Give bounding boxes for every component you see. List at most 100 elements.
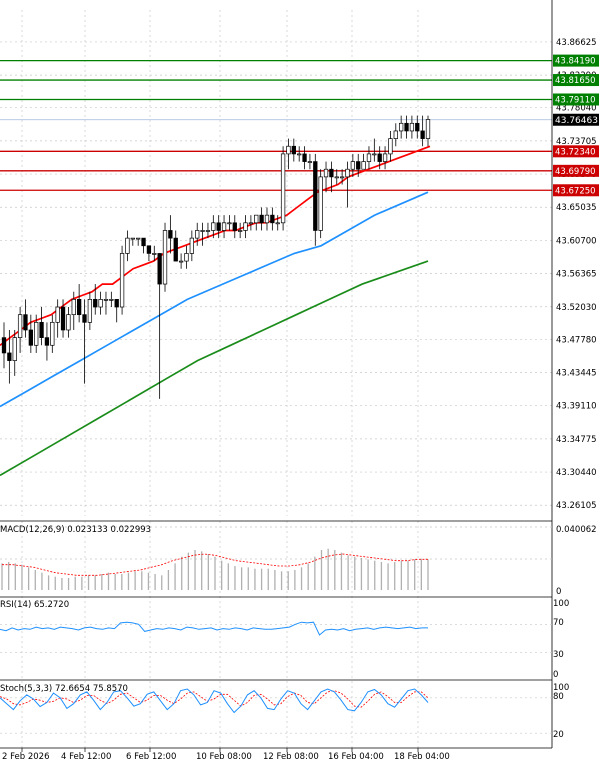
- candle-body: [227, 222, 232, 225]
- candle-body: [71, 299, 76, 316]
- price-tick-label: 43.52030: [556, 303, 597, 313]
- candle-body: [302, 153, 307, 162]
- candle-body: [232, 222, 237, 231]
- time-axis: 2 Feb 2026 4 Feb 12:00 6 Feb 12:00 10 Feb 0…: [2, 748, 450, 762]
- price-tick-label: 43.60700: [556, 236, 597, 246]
- candle-body: [60, 306, 66, 331]
- candle-body: [28, 329, 33, 346]
- candle-body: [130, 237, 135, 240]
- candle-body: [109, 299, 114, 301]
- candle-body: [12, 337, 17, 361]
- stoch-value-1: 72.6654: [55, 684, 90, 694]
- candle-body: [7, 352, 12, 361]
- candle-body: [420, 130, 425, 139]
- candle-body: [356, 161, 361, 170]
- resistance-label: 43.81650: [555, 76, 596, 86]
- rsi-axis-70: 70: [553, 618, 564, 628]
- candle-body: [44, 337, 50, 346]
- candle-body: [195, 230, 200, 239]
- candle-body: [313, 161, 318, 231]
- candle-body: [291, 145, 296, 155]
- price-tick-label: 43.26105: [556, 501, 597, 511]
- candle-body: [361, 161, 366, 170]
- candle-body: [318, 176, 323, 231]
- candle-body: [157, 253, 162, 285]
- moving-average-line: [0, 260, 429, 477]
- time-tick-label: 2 Feb 2026: [2, 752, 50, 762]
- candle-body: [189, 237, 194, 254]
- stoch-title-text: Stoch(5,3,3): [0, 684, 52, 694]
- price-grid: [0, 10, 552, 516]
- macd-value-2: 0.022993: [111, 525, 152, 535]
- stoch-d-line: [0, 690, 429, 708]
- rsi-grid: [0, 623, 552, 654]
- candle-body: [264, 214, 270, 224]
- candle-body: [50, 321, 55, 346]
- candle-body: [393, 130, 398, 139]
- macd-grid: [0, 521, 552, 748]
- candle-body: [377, 153, 382, 162]
- candle-body: [286, 145, 291, 155]
- candle-body: [168, 230, 173, 239]
- candlesticks: [1, 115, 431, 399]
- candle-body: [275, 222, 280, 225]
- candle-body: [221, 222, 227, 231]
- candle-body: [178, 260, 184, 263]
- candle-body: [76, 299, 82, 316]
- rsi-title-text: RSI(14): [0, 600, 31, 610]
- support-label-box: [553, 184, 599, 197]
- candle-body: [248, 222, 254, 225]
- time-tick-label: 12 Feb 08:00: [263, 752, 319, 762]
- resistance-label-box: [553, 93, 599, 106]
- candle-body: [329, 168, 334, 178]
- candle-body: [404, 122, 409, 132]
- candle-body: [39, 321, 44, 338]
- support-label: 43.72340: [555, 147, 596, 157]
- rsi-title: RSI(14) 65.2720: [0, 600, 69, 610]
- candle-body: [216, 222, 221, 231]
- resistance-label-box: [553, 74, 599, 87]
- current-price-label: 43.76463: [555, 116, 598, 126]
- rsi-panel[interactable]: RSI(14) 65.2720 100 70 30 0: [0, 599, 569, 680]
- candle-body: [93, 299, 98, 308]
- rsi-axis-30: 30: [553, 650, 564, 660]
- stoch-panel[interactable]: Stoch(5,3,3) 72.6654 75.8570 100 80 20: [0, 683, 569, 740]
- resistance-label: 43.79110: [555, 95, 596, 105]
- support-label: 43.67250: [555, 186, 596, 196]
- resistance-label: 43.84190: [555, 57, 596, 67]
- price-panel[interactable]: 43.8662543.8229043.7804043.7370543.69370…: [0, 0, 599, 748]
- rsi-value: 65.2720: [34, 600, 69, 610]
- macd-panel[interactable]: MACD(12,26,9) 0.023133 0.022993 0.040062…: [0, 521, 597, 748]
- candle-body: [119, 253, 125, 308]
- stoch-axis-80: 80: [553, 692, 564, 702]
- macd-signal-line: [2, 553, 428, 576]
- candle-body: [23, 314, 28, 331]
- candle-body: [415, 122, 420, 132]
- price-tick-label: 43.73705: [556, 137, 597, 147]
- candle-body: [399, 122, 404, 132]
- support-label-box: [553, 164, 599, 177]
- candle-body: [103, 299, 109, 301]
- stoch-title: Stoch(5,3,3) 72.6654 75.8570: [0, 684, 128, 694]
- rsi-axis-0: 0: [553, 670, 558, 680]
- price-tick-label: 43.43445: [556, 369, 597, 379]
- candle-body: [114, 299, 119, 308]
- stoch-value-2: 75.8570: [93, 684, 128, 694]
- candle-body: [98, 299, 103, 308]
- stoch-k-line: [0, 688, 429, 714]
- macd-axis-top: 0.040062: [556, 525, 597, 535]
- candle-body: [34, 321, 39, 346]
- macd-value-1: 0.023133: [67, 525, 108, 535]
- moving-average-line: [0, 191, 429, 408]
- macd-title-text: MACD(12,26,9): [0, 525, 65, 535]
- candle-body: [17, 314, 23, 338]
- candle-body: [205, 230, 211, 232]
- candle-body: [184, 253, 189, 262]
- current-price-box: [553, 113, 599, 126]
- time-tick-label: 4 Feb 12:00: [61, 752, 111, 762]
- candle-body: [382, 153, 388, 162]
- candle-body: [345, 168, 350, 178]
- stoch-axis-100: 100: [553, 683, 569, 693]
- time-tick-label: 18 Feb 04:00: [394, 752, 450, 762]
